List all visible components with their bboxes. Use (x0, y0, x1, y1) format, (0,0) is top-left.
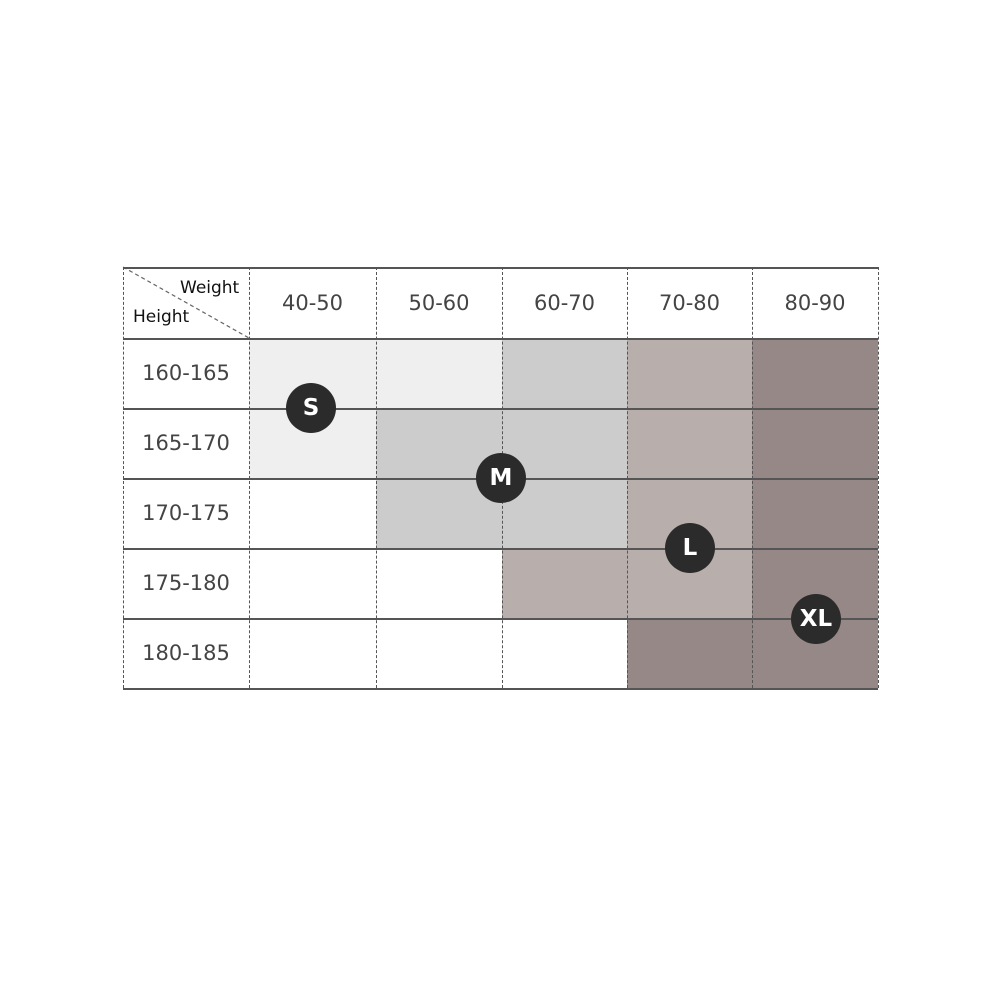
row-divider (123, 338, 878, 340)
row-divider (123, 688, 878, 690)
size-badge-s: S (286, 383, 336, 433)
column-divider (123, 267, 124, 688)
table-cell (249, 548, 376, 618)
table-cell (376, 548, 502, 618)
row-header: 180-185 (142, 641, 230, 665)
column-header: 70-80 (658, 290, 721, 315)
row-divider (123, 618, 878, 620)
row-divider (123, 408, 878, 410)
column-divider (376, 267, 377, 688)
row-divider (123, 267, 878, 269)
column-header: 50-60 (408, 290, 470, 315)
column-divider (249, 267, 250, 688)
height-header: Height (133, 307, 190, 327)
size-badge-xl: XL (791, 594, 841, 644)
size-badge-m: M (476, 453, 526, 503)
table-cell (627, 408, 752, 478)
table-cell (502, 618, 627, 688)
table-cell (376, 338, 502, 408)
row-header: 175-180 (142, 571, 230, 595)
size-badge-l: L (665, 523, 715, 573)
row-divider (123, 548, 878, 550)
column-header: 80-90 (784, 290, 846, 315)
table-cell (502, 338, 627, 408)
table-cell (752, 478, 878, 548)
column-divider (878, 267, 879, 688)
table-cell (249, 618, 376, 688)
table-cell (502, 548, 627, 618)
weight-header: Weight (180, 278, 240, 298)
column-divider (752, 267, 753, 688)
column-divider (627, 267, 628, 688)
column-header: 40-50 (281, 290, 344, 315)
column-header: 60-70 (533, 290, 596, 315)
row-header: 170-175 (142, 501, 230, 525)
table-cell (376, 618, 502, 688)
row-header: 165-170 (142, 431, 230, 455)
table-cell (627, 618, 752, 688)
table-cell (627, 338, 752, 408)
row-header: 160-165 (142, 361, 230, 385)
table-cell (752, 338, 878, 408)
table-cell (752, 408, 878, 478)
table-cell (249, 478, 376, 548)
